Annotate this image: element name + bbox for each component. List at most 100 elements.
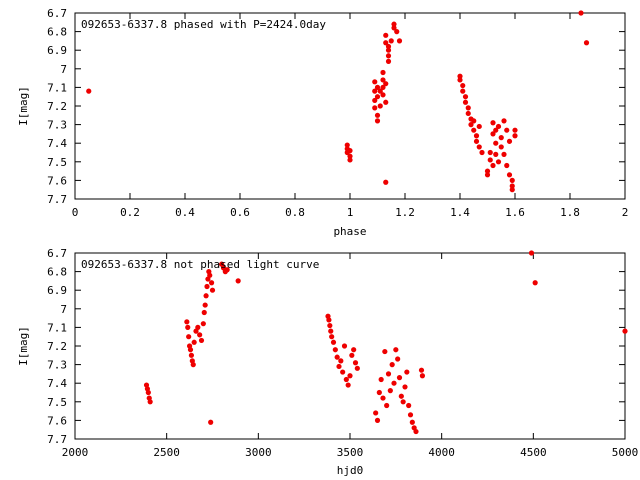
data-point xyxy=(186,334,192,340)
data-point xyxy=(380,84,386,90)
x-tick-label: 2500 xyxy=(153,446,180,459)
data-point xyxy=(490,162,496,169)
data-point xyxy=(334,354,340,360)
y-tick-label: 7.4 xyxy=(47,137,67,150)
data-point xyxy=(528,250,535,256)
x-tick-label: 2000 xyxy=(62,446,89,459)
data-point xyxy=(86,88,92,94)
data-point xyxy=(347,148,353,154)
data-point xyxy=(493,151,499,157)
axis-tick-labels: 2000 2500 3000 3500 4000 4500 5000 6.7 6.8 6.9 7 7.… xyxy=(47,247,638,459)
data-point xyxy=(512,133,518,139)
data-point xyxy=(407,412,414,418)
data-point xyxy=(377,88,383,94)
data-point xyxy=(380,77,386,83)
y-axis-label: I[mag] xyxy=(17,86,30,126)
data-point xyxy=(380,69,386,76)
data-point xyxy=(344,142,350,148)
data-point xyxy=(406,402,412,409)
data-point xyxy=(385,43,392,50)
y-tick-label: 7.7 xyxy=(47,193,67,206)
y-tick-label: 6.8 xyxy=(47,26,67,39)
data-point xyxy=(385,371,392,377)
y-axis-label: I[mag] xyxy=(17,326,30,366)
data-point xyxy=(352,360,359,366)
data-point xyxy=(509,187,515,193)
data-point xyxy=(387,388,393,394)
data-point xyxy=(385,53,392,59)
data-point xyxy=(190,362,196,368)
data-point xyxy=(460,88,466,94)
y-tick-label: 6.8 xyxy=(47,266,67,279)
data-point xyxy=(383,179,389,185)
data-point xyxy=(465,110,471,117)
data-point xyxy=(336,363,342,370)
data-point xyxy=(201,309,207,316)
y-tick-label: 7.6 xyxy=(47,174,67,187)
data-point xyxy=(372,97,378,104)
data-point xyxy=(400,399,406,405)
data-point xyxy=(188,352,195,358)
data-point xyxy=(383,99,389,105)
data-point xyxy=(187,347,194,353)
data-point xyxy=(394,29,400,35)
data-point xyxy=(374,417,381,423)
data-point xyxy=(347,157,353,163)
axis-ticks xyxy=(74,252,626,440)
data-point xyxy=(583,40,590,46)
data-point xyxy=(207,272,213,278)
chart-title: 092653-6337.8 not phased light curve xyxy=(81,258,319,271)
y-tick-label: 6.9 xyxy=(47,284,67,297)
plot-frame xyxy=(74,252,626,440)
data-point xyxy=(376,389,382,396)
data-point xyxy=(391,21,397,27)
data-point xyxy=(377,103,383,109)
data-point xyxy=(374,112,381,118)
y-tick-label: 6.7 xyxy=(47,247,67,260)
data-point xyxy=(498,144,504,150)
data-point xyxy=(385,47,392,53)
data-point xyxy=(578,10,584,16)
data-point xyxy=(460,82,466,89)
data-point xyxy=(374,94,381,100)
data-point xyxy=(351,347,357,353)
x-tick-label: 4500 xyxy=(520,446,547,459)
axis-tick-labels: 0 0.2 0.4 0.6 0.8 1 1.2 1.4 1.6 1.8 2 6.7 6.8 6.9 7 7.1… xyxy=(47,7,628,219)
data-point xyxy=(473,133,480,139)
x-axis-label: hjd0 xyxy=(337,464,364,477)
data-point xyxy=(402,384,408,390)
data-point xyxy=(349,352,355,358)
y-tick-label: 7.2 xyxy=(47,340,67,353)
y-tick-label: 7.7 xyxy=(47,433,67,446)
data-point xyxy=(418,367,425,373)
data-point xyxy=(622,328,628,334)
data-point xyxy=(345,382,351,388)
data-point xyxy=(495,123,502,130)
data-point xyxy=(471,127,477,133)
data-point xyxy=(462,99,469,105)
y-tick-label: 6.9 xyxy=(47,44,67,57)
data-point xyxy=(476,144,482,150)
data-point xyxy=(373,410,379,416)
data-point xyxy=(493,140,499,146)
data-point xyxy=(198,337,205,344)
data-point xyxy=(532,280,538,286)
data-point xyxy=(204,283,210,290)
data-point xyxy=(347,153,353,159)
data-point xyxy=(391,25,397,31)
data-point xyxy=(487,149,493,156)
data-point xyxy=(457,73,463,79)
data-point xyxy=(473,138,480,144)
data-point xyxy=(343,376,349,383)
unphased-light-curve-panel: 2000 2500 3000 3500 4000 4500 5000 6.7 6.8 6.9 7 7.… xyxy=(17,247,638,477)
data-point xyxy=(338,358,344,364)
data-point xyxy=(504,162,510,169)
data-point xyxy=(208,280,215,286)
data-point xyxy=(490,131,496,137)
data-point xyxy=(398,393,404,399)
data-point xyxy=(487,157,493,163)
y-tick-label: 7.1 xyxy=(47,81,67,94)
chart-title: 092653-6337.8 phased with P=2424.0day xyxy=(81,18,326,31)
data-point xyxy=(409,419,415,425)
data-point xyxy=(501,118,507,124)
